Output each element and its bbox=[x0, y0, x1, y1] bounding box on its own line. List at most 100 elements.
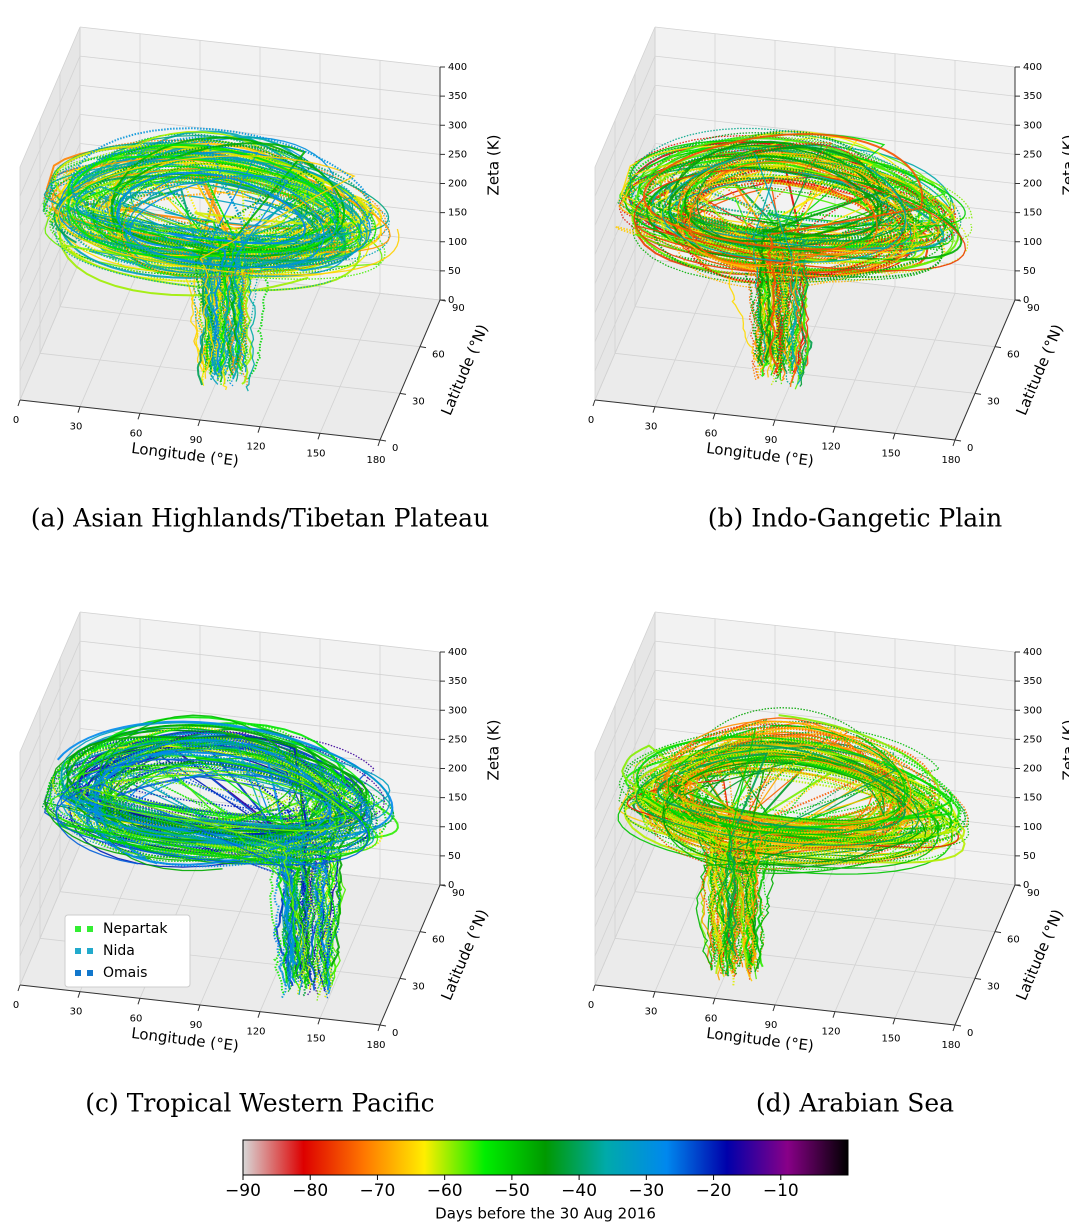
z-tick-label: 50 bbox=[448, 851, 461, 862]
grid-line bbox=[79, 611, 441, 653]
tick-mark bbox=[954, 439, 962, 442]
trajectory bbox=[696, 753, 885, 968]
x-tick-label: 0 bbox=[13, 415, 19, 426]
grid-line bbox=[654, 84, 1016, 126]
tick-mark bbox=[592, 984, 596, 992]
tick-mark bbox=[257, 1011, 261, 1018]
tick-mark bbox=[257, 426, 261, 433]
colorbar-tick-label: −40 bbox=[561, 1181, 597, 1201]
trajectory bbox=[103, 722, 330, 976]
tick-mark bbox=[399, 392, 407, 395]
x-tick-label: 90 bbox=[190, 435, 203, 446]
grid-line bbox=[319, 293, 381, 434]
legend-label: Nida bbox=[103, 943, 135, 959]
tick-mark bbox=[892, 433, 896, 440]
trajectory bbox=[129, 169, 325, 373]
colorbar-label: Days before the 30 Aug 2016 bbox=[435, 1205, 656, 1223]
trajectory bbox=[688, 160, 878, 388]
x-tick-label: 0 bbox=[588, 415, 594, 426]
trajectory bbox=[677, 141, 897, 363]
grid-line bbox=[79, 669, 441, 711]
trajectory bbox=[68, 763, 378, 980]
trajectory bbox=[116, 171, 307, 373]
tick-mark bbox=[994, 346, 1002, 349]
grid-line bbox=[19, 699, 81, 840]
x-tick-label: 90 bbox=[765, 1020, 778, 1031]
x-tick-label: 150 bbox=[306, 1033, 325, 1044]
trajectory bbox=[636, 756, 962, 961]
grid-line bbox=[654, 611, 1016, 653]
tick-mark bbox=[419, 346, 427, 349]
trajectory bbox=[49, 737, 379, 966]
y-axis-label: Latitude (°N) bbox=[437, 322, 491, 418]
x-tick-label: 150 bbox=[881, 1033, 900, 1044]
z-tick-label: 50 bbox=[1023, 851, 1036, 862]
x-axis-line bbox=[594, 984, 956, 1026]
trajectory bbox=[631, 734, 933, 954]
panel: 0306090120150180030609005010015020025030… bbox=[13, 26, 503, 533]
trajectory bbox=[683, 159, 902, 379]
z-tick-label: 200 bbox=[1023, 764, 1042, 775]
z-tick-label: 300 bbox=[448, 120, 467, 131]
grid-line bbox=[594, 699, 656, 840]
z-tick-label: 0 bbox=[448, 295, 454, 306]
x-axis-label: Longitude (°E) bbox=[705, 439, 814, 470]
z-tick-label: 400 bbox=[1023, 62, 1042, 73]
trajectory bbox=[618, 749, 945, 967]
grid-line bbox=[634, 891, 996, 933]
grid-line bbox=[594, 844, 656, 986]
z-tick-label: 300 bbox=[1023, 705, 1042, 716]
trajectory bbox=[122, 736, 320, 976]
tick-mark bbox=[317, 1018, 321, 1025]
z-tick-label: 0 bbox=[1023, 880, 1029, 891]
z-tick-label: 0 bbox=[1023, 295, 1029, 306]
legend-marker bbox=[75, 926, 81, 932]
trajectory bbox=[91, 153, 320, 366]
x-tick-label: 30 bbox=[645, 1007, 658, 1018]
grid-line bbox=[654, 26, 1016, 68]
grid-line bbox=[594, 815, 656, 957]
grid-line bbox=[594, 670, 656, 811]
grid-line bbox=[19, 55, 81, 197]
tick-mark bbox=[832, 1011, 836, 1018]
grid-line bbox=[79, 55, 441, 97]
trajectory bbox=[136, 730, 323, 995]
x-tick-label: 60 bbox=[130, 428, 143, 439]
z-tick-label: 300 bbox=[448, 705, 467, 716]
trajectory bbox=[695, 720, 904, 962]
z-tick-label: 100 bbox=[1023, 822, 1042, 833]
tick-mark bbox=[652, 406, 656, 413]
tick-mark bbox=[17, 984, 21, 992]
y-tick-label: 90 bbox=[452, 888, 465, 899]
trajectory bbox=[57, 155, 400, 379]
grid-line bbox=[259, 286, 321, 427]
z-tick-label: 350 bbox=[448, 676, 467, 687]
trajectory bbox=[652, 177, 944, 363]
y-tick-label: 60 bbox=[432, 350, 445, 361]
trajectory bbox=[667, 727, 906, 970]
trajectory bbox=[621, 714, 941, 968]
grid-line bbox=[19, 259, 81, 401]
grid-line bbox=[714, 273, 776, 414]
x-tick-label: 120 bbox=[821, 1027, 840, 1038]
trajectory bbox=[70, 127, 372, 364]
x-tick-label: 30 bbox=[70, 422, 83, 433]
z-tick-label: 50 bbox=[1023, 266, 1036, 277]
legend-box bbox=[64, 914, 191, 988]
tick-mark bbox=[954, 1024, 962, 1027]
trajectory bbox=[57, 169, 349, 385]
grid-line bbox=[654, 266, 716, 407]
x-tick-label: 150 bbox=[306, 448, 325, 459]
trajectory bbox=[617, 154, 948, 386]
tick-mark bbox=[994, 931, 1002, 934]
y-axis-line bbox=[379, 299, 441, 441]
x-tick-label: 60 bbox=[705, 1013, 718, 1024]
trajectory bbox=[657, 744, 906, 951]
panel: 0306090120150180030609005010015020025030… bbox=[588, 26, 1069, 533]
trajectory bbox=[103, 726, 314, 995]
grid-line bbox=[79, 26, 441, 68]
z-tick-label: 400 bbox=[1023, 647, 1042, 658]
grid-line bbox=[594, 230, 656, 372]
tick-mark bbox=[137, 413, 141, 420]
trajectory bbox=[92, 741, 340, 978]
